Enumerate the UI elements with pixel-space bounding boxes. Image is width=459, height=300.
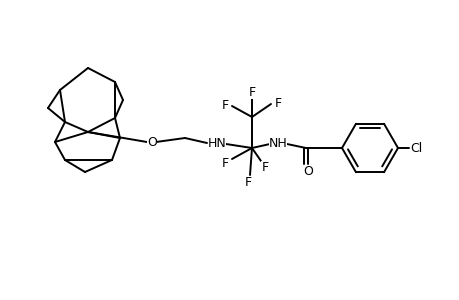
- Text: O: O: [147, 136, 157, 148]
- Text: HN: HN: [207, 136, 226, 149]
- Text: F: F: [221, 98, 228, 112]
- Text: F: F: [221, 157, 228, 169]
- Text: F: F: [248, 85, 255, 98]
- Text: NH: NH: [268, 136, 287, 149]
- Text: F: F: [244, 176, 251, 188]
- Text: F: F: [261, 160, 268, 173]
- Text: Cl: Cl: [409, 142, 421, 154]
- Text: O: O: [302, 164, 312, 178]
- Text: F: F: [274, 97, 281, 110]
